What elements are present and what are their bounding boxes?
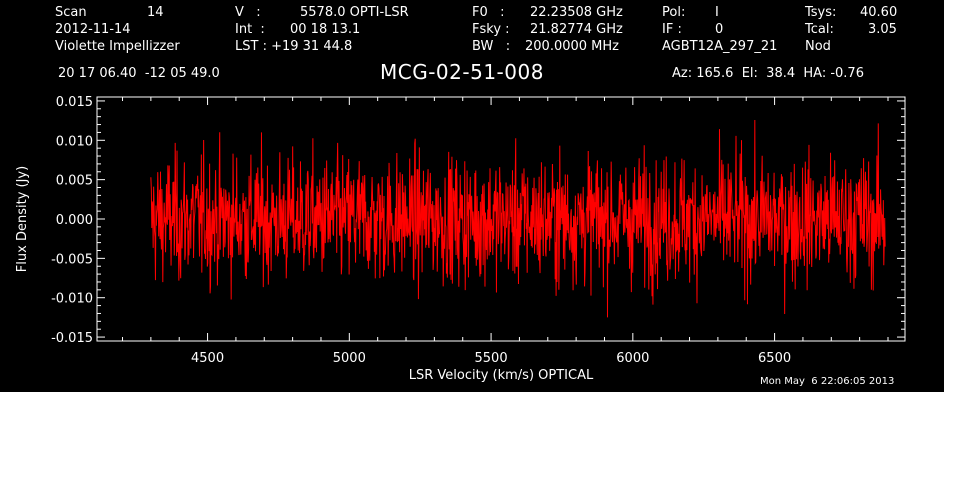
nod-mode: Nod [805,39,831,54]
source-title: MCG-02-51-008 [380,60,544,84]
observer-name: Violette Impellizzer [55,39,180,54]
f0-label: F0 : [472,5,505,20]
spectrum-line [150,119,886,318]
tsys-value: 40.60 [860,5,898,20]
obs-date: 2012-11-14 [55,22,131,37]
scan-value: 14 [147,5,164,20]
y-tick-label: 0.005 [56,174,93,189]
lst-value: LST : +19 31 44.8 [235,39,353,54]
y-axis-label: Flux Density (Jy) [15,166,30,272]
project-id: AGBT12A_297_21 [662,39,778,54]
x-tick-label: 6000 [616,351,649,366]
x-tick-label: 6500 [758,351,791,366]
y-tick-label: 0.010 [56,134,93,149]
pointing-info: Az: 165.6 El: 38.4 HA: -0.76 [672,66,864,81]
tsys-label: Tsys: [805,5,837,20]
x-axis: 4500 5000 5500 6000 6500 [122,97,889,366]
int-label: Int : [235,22,265,37]
pol-value: I [715,5,719,20]
bw-value: 200.0000 MHz [525,39,619,54]
velocity-value: 5578.0 OPTI-LSR [300,5,409,20]
y-tick-label: -0.010 [51,292,93,307]
if-label: IF : [662,22,682,37]
int-value: 00 18 13.1 [290,22,361,37]
velocity-label: V : [235,5,261,20]
timestamp: Mon May 6 22:06:05 2013 [760,376,895,387]
plot-panel: Scan 14 2012-11-14 Violette Impellizzer … [0,0,944,392]
y-tick-label: 0.000 [56,213,93,228]
pol-label: Pol: [662,5,686,20]
tcal-value: 3.05 [868,22,897,37]
fsky-value: 21.82774 GHz [530,22,623,37]
x-tick-label: 4500 [191,351,224,366]
scan-label: Scan [55,5,87,20]
spectrum-trace [150,119,886,318]
bw-label: BW : [472,39,511,54]
y-tick-label: -0.005 [51,252,93,267]
source-coords: 20 17 06.40 -12 05 49.0 [58,66,220,81]
x-tick-label: 5000 [333,351,366,366]
fsky-label: Fsky : [472,22,510,37]
tcal-label: Tcal: [805,22,834,37]
y-tick-label: 0.015 [56,95,93,110]
spectrum-chart: 4500 5000 5500 6000 6500 -0.015 -0.010 -0.005 0… [15,95,906,383]
y-axis: -0.015 -0.010 -0.005 0.000 0.005 0.010 0.015 [51,95,905,346]
if-value: 0 [715,22,724,37]
x-tick-label: 5500 [475,351,508,366]
y-tick-label: -0.015 [51,331,93,346]
f0-value: 22.23508 GHz [530,5,623,20]
x-axis-label: LSR Velocity (km/s) OPTICAL [409,368,594,383]
